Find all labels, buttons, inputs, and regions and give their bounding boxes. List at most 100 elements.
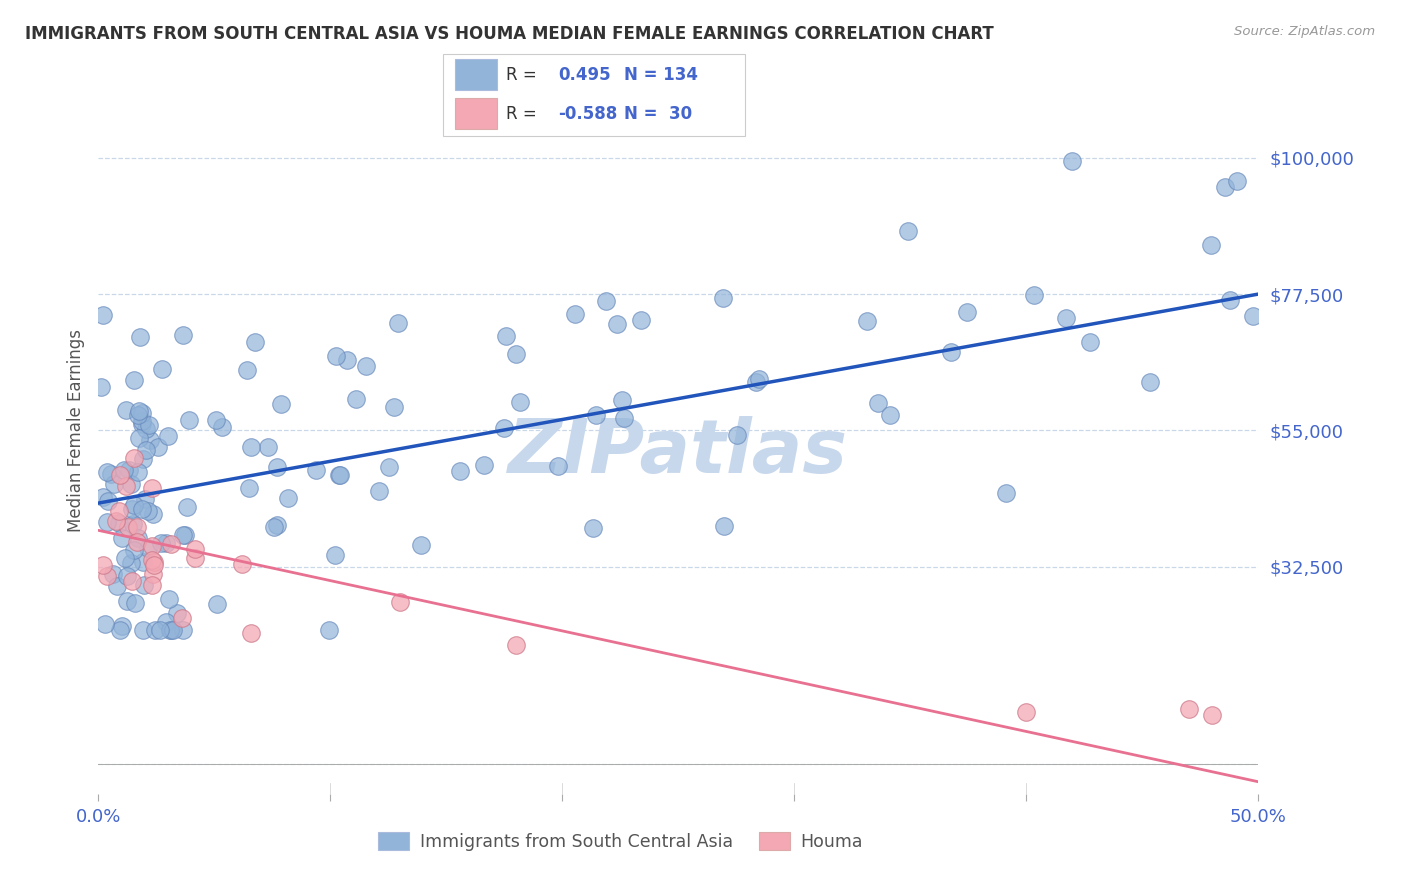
Point xyxy=(94,616,117,631)
Point xyxy=(323,548,346,562)
Point xyxy=(124,596,146,610)
Point xyxy=(713,519,735,533)
Y-axis label: Median Female Earnings: Median Female Earnings xyxy=(66,329,84,532)
Point xyxy=(211,420,233,434)
Point xyxy=(128,431,150,445)
Point xyxy=(157,592,180,607)
Point xyxy=(115,569,138,583)
Point xyxy=(329,467,352,482)
Point xyxy=(91,490,114,504)
Point xyxy=(1213,180,1236,194)
Point xyxy=(547,458,569,473)
Point xyxy=(204,413,226,427)
Point xyxy=(856,314,879,328)
Point xyxy=(132,452,155,467)
Point xyxy=(110,619,132,633)
Point xyxy=(93,558,115,573)
Point xyxy=(382,400,405,414)
Point xyxy=(387,316,409,330)
Point xyxy=(263,520,285,534)
Point xyxy=(125,534,148,549)
Point xyxy=(495,329,517,343)
Point xyxy=(104,515,127,529)
Point xyxy=(995,485,1018,500)
Point xyxy=(120,556,142,570)
Point xyxy=(103,477,125,491)
Point xyxy=(172,528,194,542)
Point xyxy=(939,345,962,359)
Point xyxy=(127,466,149,480)
Point xyxy=(613,411,636,425)
Point xyxy=(141,507,163,521)
Point xyxy=(257,440,280,454)
Point xyxy=(610,392,633,407)
Point xyxy=(897,224,920,238)
Point xyxy=(238,481,260,495)
Point xyxy=(595,293,617,308)
Point xyxy=(1015,705,1038,719)
Point xyxy=(141,578,163,592)
Point xyxy=(354,359,377,374)
Point xyxy=(509,395,531,409)
Point xyxy=(159,537,181,551)
Point xyxy=(114,402,136,417)
Point xyxy=(139,433,162,447)
Point xyxy=(127,409,149,423)
Point xyxy=(277,491,299,505)
Point xyxy=(149,624,172,638)
Point xyxy=(159,624,181,638)
Point xyxy=(325,349,347,363)
Point xyxy=(121,574,143,589)
Point xyxy=(142,558,165,572)
Point xyxy=(240,441,263,455)
Point xyxy=(124,543,146,558)
Point xyxy=(135,442,157,457)
Point xyxy=(150,536,173,550)
Point xyxy=(132,578,155,592)
Point xyxy=(121,501,143,516)
Text: R =: R = xyxy=(506,105,537,123)
Point xyxy=(745,376,768,390)
Point xyxy=(96,569,118,583)
Point xyxy=(172,611,194,625)
Point xyxy=(1219,293,1241,308)
Point xyxy=(172,328,194,343)
Point xyxy=(564,307,586,321)
Text: N =  30: N = 30 xyxy=(624,105,692,123)
Point xyxy=(1199,238,1222,252)
Bar xyxy=(456,59,498,90)
Point xyxy=(150,362,173,376)
Point xyxy=(879,409,901,423)
Point xyxy=(236,363,259,377)
Point xyxy=(115,479,138,493)
Text: R =: R = xyxy=(506,66,537,84)
Point xyxy=(1139,375,1161,389)
Point xyxy=(141,553,163,567)
Point xyxy=(108,516,131,530)
Text: IMMIGRANTS FROM SOUTH CENTRAL ASIA VS HOUMA MEDIAN FEMALE EARNINGS CORRELATION C: IMMIGRANTS FROM SOUTH CENTRAL ASIA VS HO… xyxy=(25,25,994,43)
Point xyxy=(124,451,146,466)
Point xyxy=(136,504,159,518)
Point xyxy=(141,539,163,553)
Point xyxy=(142,567,165,582)
Point xyxy=(1054,311,1077,326)
Point xyxy=(231,557,253,571)
Point xyxy=(131,417,153,431)
Point xyxy=(127,532,149,546)
Point xyxy=(91,308,114,322)
Point xyxy=(101,566,124,581)
Point xyxy=(108,624,131,638)
Point xyxy=(1178,702,1201,716)
Point xyxy=(141,481,163,495)
Point xyxy=(100,467,122,481)
Point xyxy=(155,536,177,550)
Point xyxy=(96,515,118,529)
Point xyxy=(725,428,748,442)
Point xyxy=(155,615,177,629)
Point xyxy=(205,597,228,611)
Point xyxy=(121,517,143,532)
FancyBboxPatch shape xyxy=(443,54,745,136)
Point xyxy=(630,313,652,327)
Point xyxy=(105,579,128,593)
Point xyxy=(115,594,138,608)
